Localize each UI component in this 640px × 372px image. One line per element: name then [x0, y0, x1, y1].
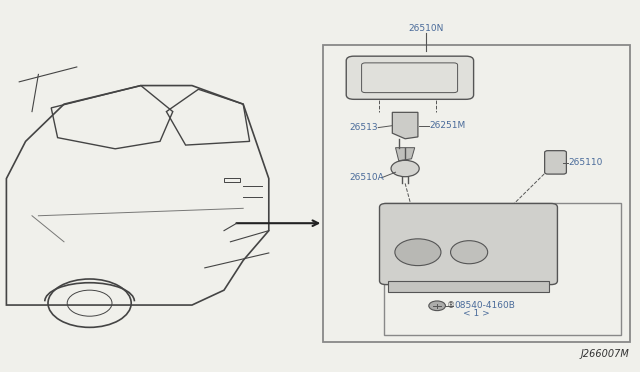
Ellipse shape	[395, 239, 441, 266]
Bar	[224, 178, 240, 182]
Text: 26510A: 26510A	[349, 173, 384, 182]
Ellipse shape	[451, 241, 488, 264]
Text: 26513: 26513	[349, 123, 378, 132]
Circle shape	[429, 301, 445, 311]
Text: 26251M: 26251M	[429, 121, 466, 130]
Circle shape	[391, 160, 419, 177]
FancyBboxPatch shape	[545, 151, 566, 174]
Text: 265110: 265110	[568, 158, 603, 167]
FancyBboxPatch shape	[346, 56, 474, 99]
Polygon shape	[388, 281, 549, 292]
Text: 26510N: 26510N	[408, 24, 444, 33]
Text: ®: ®	[447, 301, 455, 310]
Text: 08540-4160B: 08540-4160B	[454, 301, 515, 310]
Text: J266007M: J266007M	[580, 349, 629, 359]
Bar	[323, 45, 630, 342]
Bar	[384, 203, 621, 335]
Text: < 1 >: < 1 >	[463, 309, 490, 318]
Polygon shape	[392, 112, 418, 139]
Polygon shape	[396, 148, 415, 161]
FancyBboxPatch shape	[380, 203, 557, 285]
